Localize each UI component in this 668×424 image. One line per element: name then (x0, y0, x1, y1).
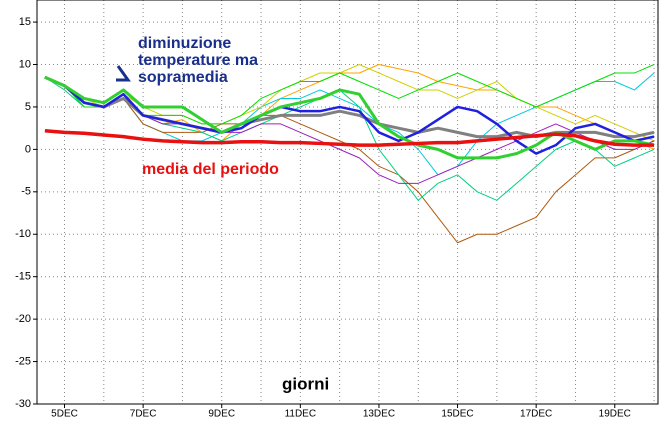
y-tick-label: 15 (19, 16, 31, 28)
y-tick-label: -25 (15, 355, 31, 367)
arrow (116, 65, 131, 82)
y-tick-label: -20 (15, 313, 31, 325)
y-tick-label: -10 (15, 228, 31, 240)
x-tick-label: 7DEC (130, 409, 157, 420)
annotation: sopramedia (138, 69, 228, 86)
y-tick-label: -5 (21, 186, 31, 198)
y-tick-label: 10 (19, 58, 31, 70)
x-tick-label: 17DEC (520, 409, 552, 420)
x-tick-label: 19DEC (599, 409, 631, 420)
plot-frame (36, 0, 659, 405)
annotation: media del periodo (142, 161, 279, 178)
annotation: giorni (282, 374, 329, 393)
annotation: temperature ma (138, 52, 258, 69)
series-line (44, 128, 655, 147)
series-line (44, 72, 655, 176)
x-tick-label: 15DEC (441, 409, 473, 420)
y-tick-label: 5 (25, 101, 31, 113)
x-tick-label: 5DEC (51, 409, 78, 420)
x-tick-label: 11DEC (285, 409, 317, 420)
y-tick-label: -15 (15, 271, 31, 283)
x-tick-label: 9DEC (208, 409, 235, 420)
x-tick-label: 13DEC (363, 409, 395, 420)
y-tick-label: 0 (25, 143, 31, 155)
y-tick-label: -30 (15, 398, 31, 410)
series-line (44, 76, 655, 155)
annotation: diminuzione (138, 35, 231, 52)
